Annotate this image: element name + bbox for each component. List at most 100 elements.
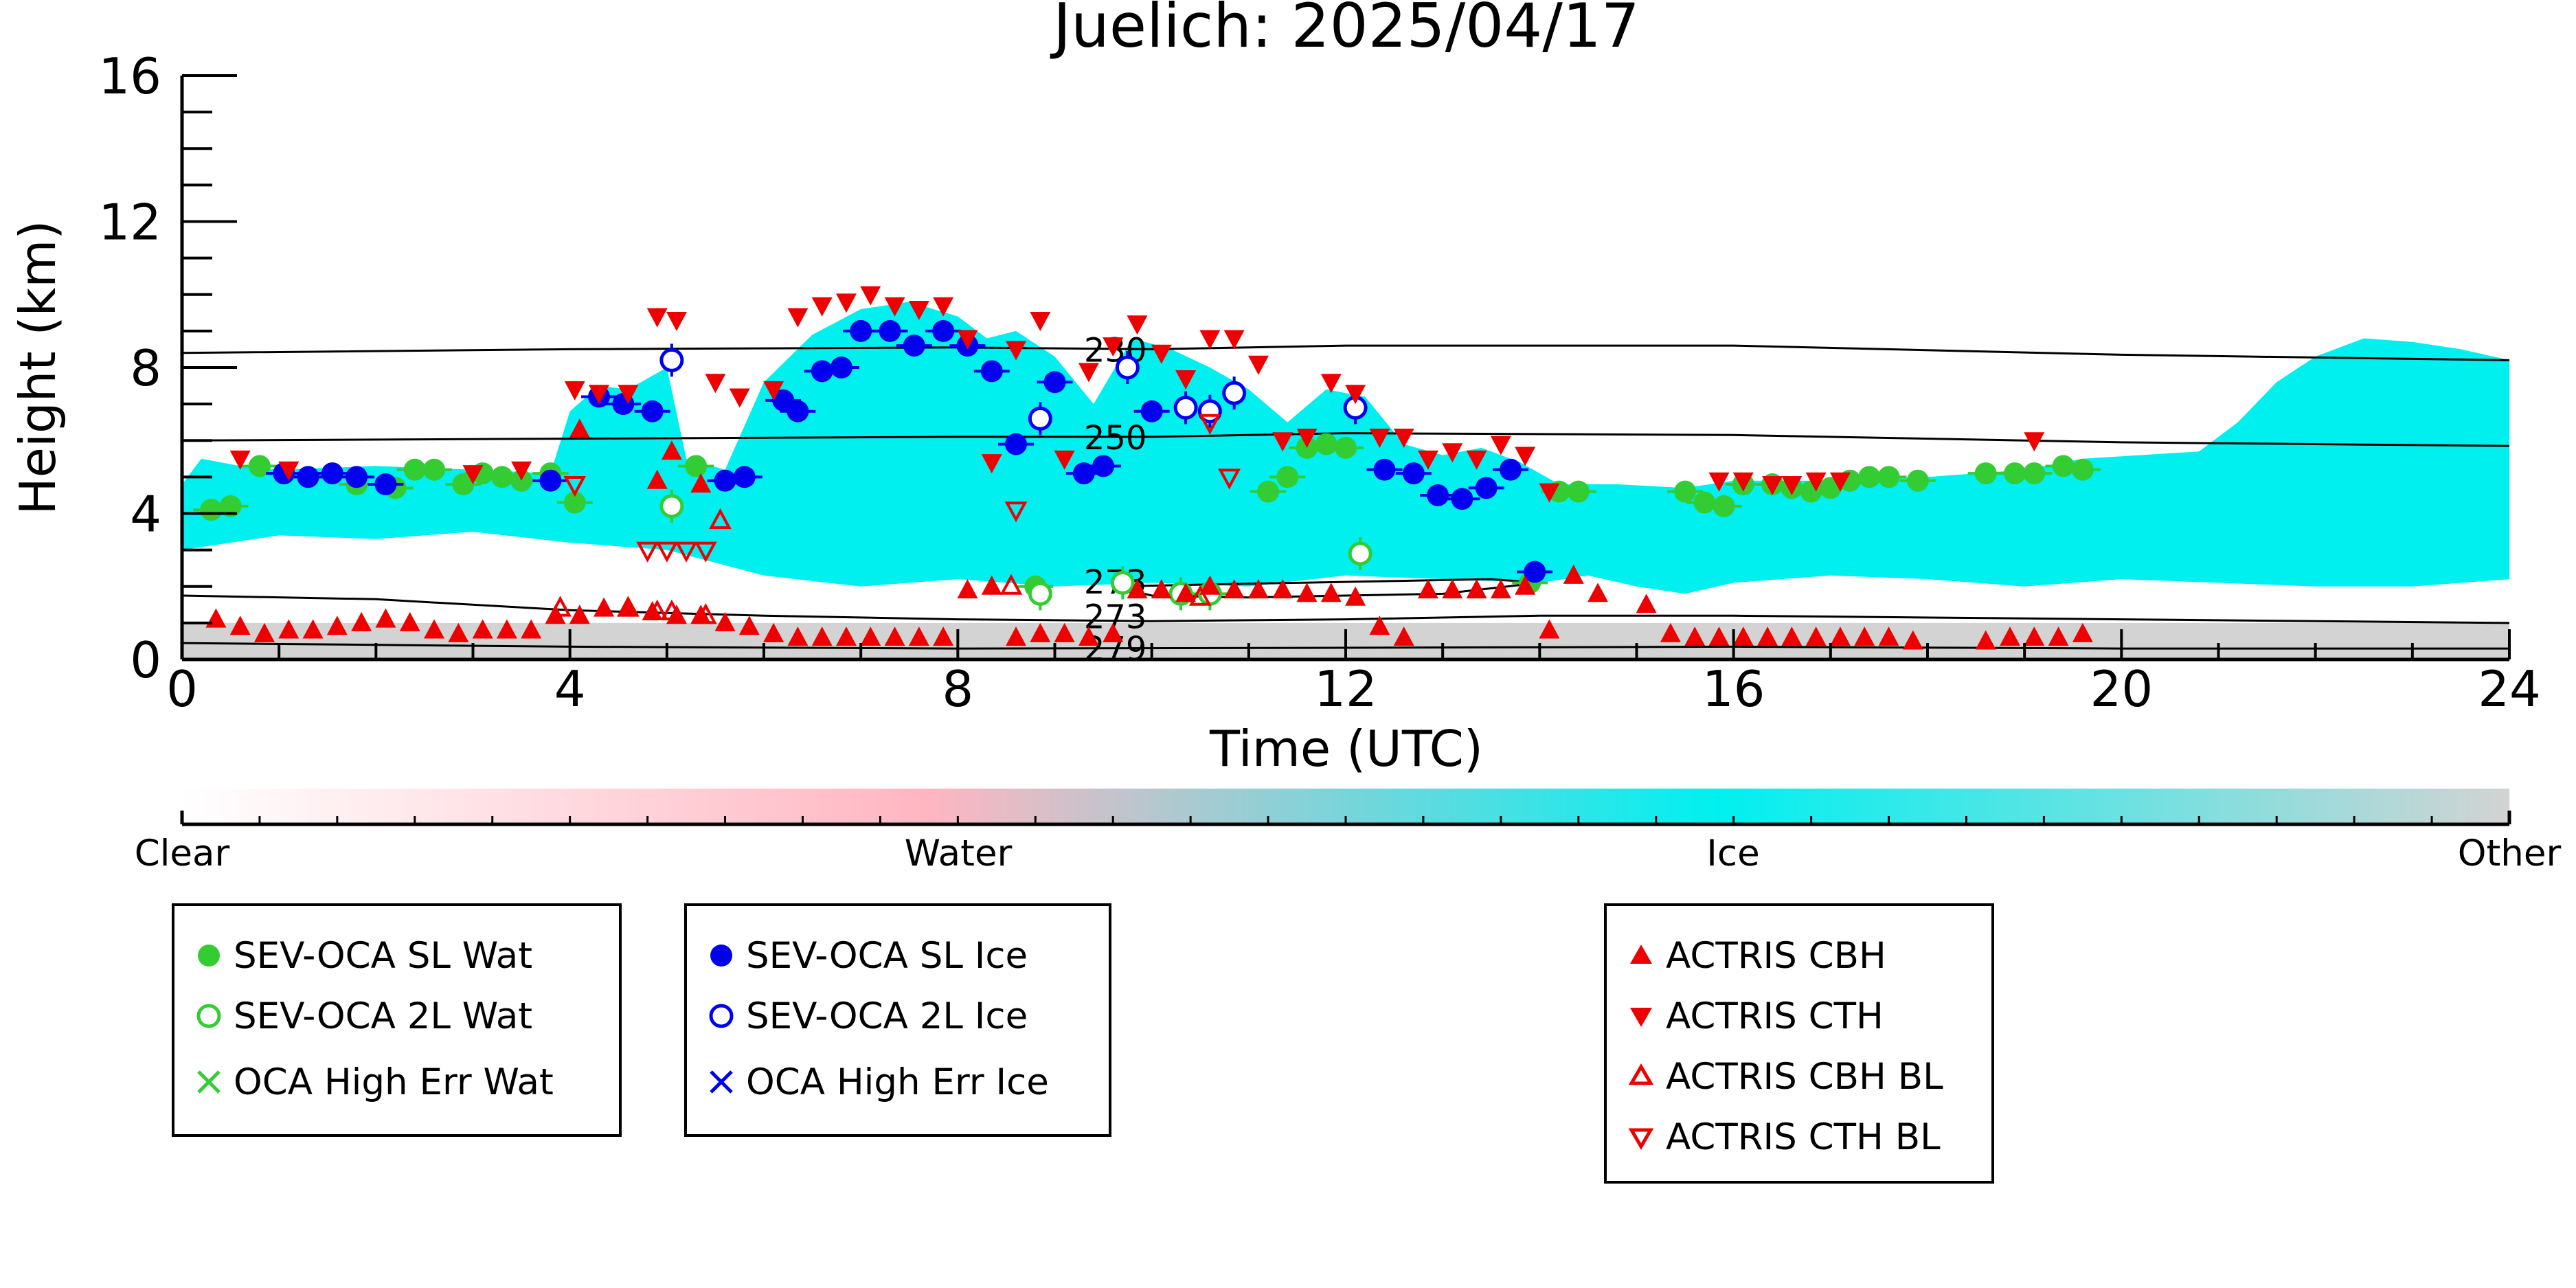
data-point [1567,480,1590,503]
series-sev-oca-2l-ice [659,343,1368,436]
data-point [1345,385,1366,405]
legend-label: SEV-OCA SL Wat [234,934,532,977]
legend-water: SEV-OCA SL Wat SEV-OCA 2L Wat OCA High E… [172,903,622,1137]
data-point [1515,447,1536,466]
data-point [1272,432,1293,452]
data-point [738,615,760,635]
data-point [1805,472,1827,492]
data-point [549,596,572,617]
open-triangle-up-icon [1628,1063,1654,1085]
data-point [1829,626,1851,646]
data-point [375,608,396,628]
legend-item: OCA High Err Wat [188,1061,554,1103]
data-point [1708,626,1730,646]
data-point [957,579,978,599]
open-circle-icon [196,1004,221,1028]
data-point [1005,433,1028,455]
data-point [1175,370,1197,389]
data-point [1110,570,1135,595]
data-point [2024,432,2045,452]
data-point [472,619,493,639]
data-point [2004,462,2026,485]
data-point [1320,374,1342,394]
data-point [1490,436,1511,455]
triangle-up-icon [1630,945,1652,964]
data-point [1499,458,1522,481]
data-point [646,599,669,620]
data-point [705,374,726,394]
data-point [1781,626,1803,646]
data-point [1393,626,1414,646]
series-actris-cth-bl [563,414,1241,563]
phase-colorbar [180,789,2511,826]
data-point [655,541,679,563]
data-point [1732,472,1754,492]
data-point [1345,586,1366,606]
data-point [219,495,242,517]
data-point [2024,626,2045,646]
data-point [1247,579,1269,599]
data-point [709,508,732,530]
data-point [278,461,300,481]
data-point [1335,436,1357,459]
data-point [1028,406,1052,431]
data-point [1151,344,1172,364]
data-point [659,348,684,372]
data-point [1223,579,1245,599]
data-point [787,400,809,422]
y-tick-label: 16 [98,47,161,105]
data-point [1475,477,1498,499]
data-point [1442,443,1463,463]
data-point [374,473,397,495]
data-point [253,622,275,642]
colorbar-label-ice: Ice [1706,833,1760,874]
data-point [1054,622,1075,642]
y-tick-label: 12 [98,194,161,251]
x-marker-icon [197,1070,221,1094]
legend-label: ACTRIS CTH BL [1666,1116,1941,1158]
data-point [646,308,668,328]
data-point [1103,337,1124,357]
data-point [1028,581,1052,606]
legend-item: ACTRIS CTH [1620,995,1884,1037]
data-point [1296,583,1318,602]
data-point [1092,455,1115,477]
data-point [1539,483,1560,503]
data-point [1660,622,1681,642]
data-point [636,541,659,563]
data-point [321,462,343,485]
data-point [2048,626,2069,646]
series-sev-oca-2l-wat [659,489,1372,611]
isotherm-line [182,594,2509,624]
legend-item: OCA High Err Ice [701,1061,1049,1103]
data-point [980,360,1003,383]
data-point [1393,428,1414,448]
x-tick-label: 8 [942,660,973,718]
data-point [835,293,857,313]
data-point [1315,433,1337,455]
data-point [1902,630,1923,650]
data-point [714,611,736,631]
data-point [763,622,784,642]
data-point [511,461,532,481]
data-point [1199,575,1221,595]
data-point [1115,355,1140,380]
data-point [811,626,833,646]
data-point [2023,462,2046,485]
data-point [539,469,562,492]
data-point [1466,579,1487,599]
y-axis-label: Height (km) [9,221,67,515]
legend-item: SEV-OCA 2L Ice [701,995,1028,1037]
data-point [1974,462,1997,485]
data-point [1515,575,1536,595]
data-point [564,381,585,400]
legend-label: ACTRIS CTH [1666,995,1884,1037]
data-point [835,626,857,646]
legend-label: SEV-OCA 2L Ice [746,995,1028,1037]
legend-label: ACTRIS CBH [1666,934,1886,977]
data-point [879,319,901,342]
data-point [618,597,639,617]
data-point [424,619,445,639]
data-point [462,465,484,485]
